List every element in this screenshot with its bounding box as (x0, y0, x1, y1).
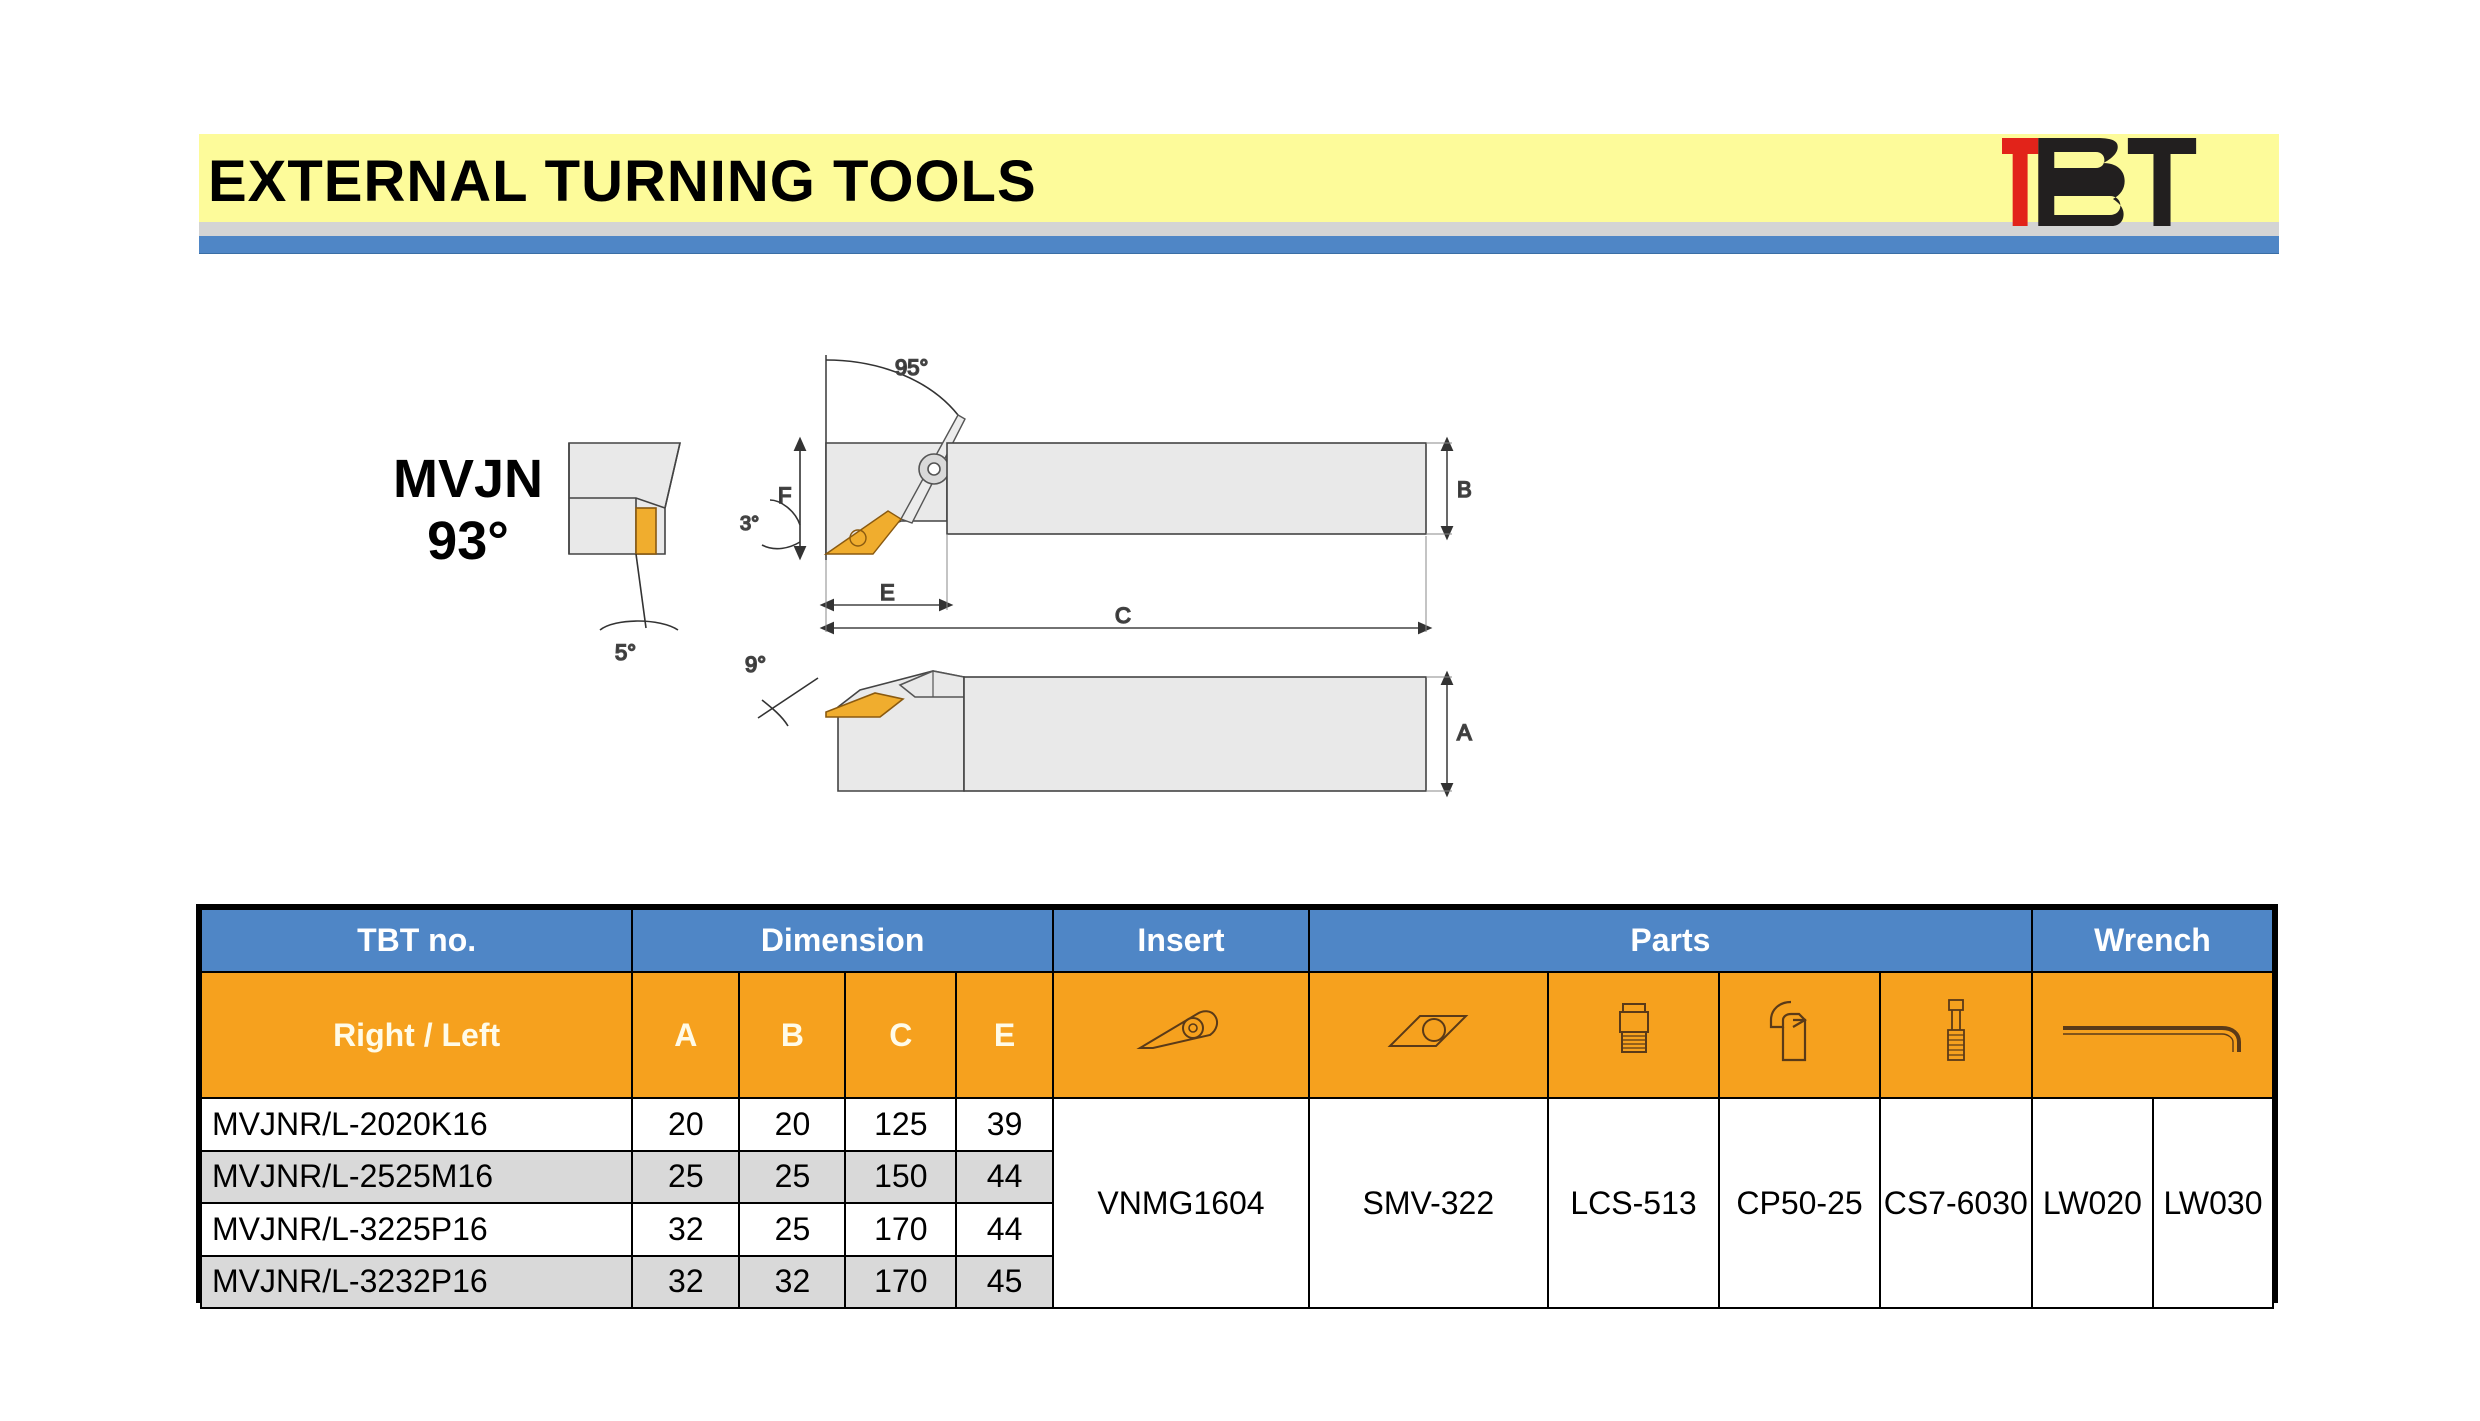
svg-text:A: A (1457, 720, 1472, 745)
svg-text:95°: 95° (895, 355, 928, 380)
svg-text:B: B (1457, 477, 1472, 502)
svg-text:9°: 9° (745, 652, 766, 677)
svg-text:3°: 3° (740, 513, 759, 535)
svg-text:E: E (880, 580, 895, 605)
svg-text:5°: 5° (615, 640, 636, 665)
svg-text:F: F (778, 483, 791, 508)
svg-text:C: C (1115, 603, 1131, 628)
